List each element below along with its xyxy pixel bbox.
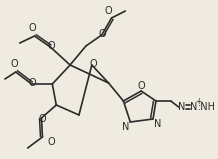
Text: O: O xyxy=(39,114,46,124)
Text: O: O xyxy=(105,6,112,16)
Text: O: O xyxy=(99,29,106,39)
Text: O: O xyxy=(48,41,55,51)
Text: N: N xyxy=(178,102,185,112)
Text: O: O xyxy=(137,81,145,91)
Text: :NH: :NH xyxy=(198,102,216,112)
Text: N: N xyxy=(122,122,129,132)
Text: O: O xyxy=(29,23,36,33)
Text: N: N xyxy=(154,119,162,129)
Text: O: O xyxy=(90,59,98,69)
Text: O: O xyxy=(48,137,55,147)
Text: N: N xyxy=(190,102,197,112)
Text: O: O xyxy=(10,59,18,69)
Text: O: O xyxy=(29,78,36,88)
Text: +: + xyxy=(195,97,202,107)
